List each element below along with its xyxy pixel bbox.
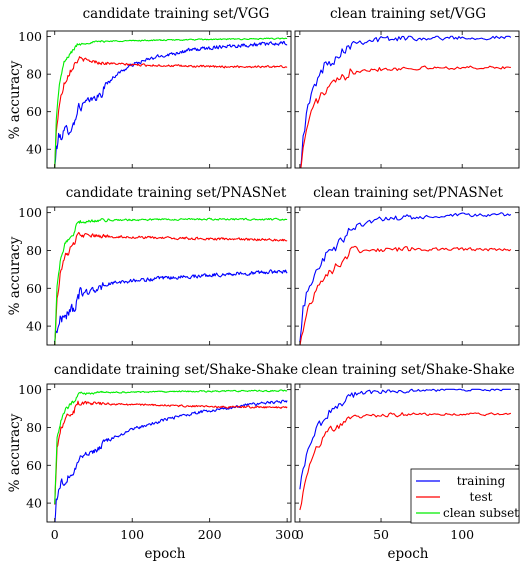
panel-title: candidate training set/VGG xyxy=(83,6,270,22)
panel-clean-shakeshake: clean training set/Shake-Shake epoch 0 50… xyxy=(294,362,520,562)
panel-candidate-pnasnet: candidate training set/PNASNet % accurac… xyxy=(7,185,292,346)
legend-label-test: test xyxy=(470,490,493,504)
x-tick-label: 100 xyxy=(450,527,474,542)
legend-label-clean-subset: clean subset xyxy=(443,506,519,520)
x-tick-label: 0 xyxy=(296,527,304,542)
series-line-training xyxy=(299,388,511,490)
plot-area xyxy=(54,389,288,522)
panel-title: candidate training set/PNASNet xyxy=(66,185,287,201)
panel-clean-vgg: clean training set/VGG xyxy=(294,6,520,169)
x-tick-label: 200 xyxy=(198,527,222,542)
x-axis-label: epoch xyxy=(144,546,185,562)
series-line-test xyxy=(300,65,511,168)
plot-area xyxy=(54,217,288,345)
legend-label-training: training xyxy=(457,474,506,488)
y-axis-label: % accuracy xyxy=(7,236,23,315)
y-tick-label: 40 xyxy=(26,142,42,157)
series-line-test xyxy=(54,400,288,505)
panel-candidate-shakeshake: candidate training set/Shake-Shake % acc… xyxy=(7,362,299,562)
plot-area xyxy=(54,37,288,168)
axes-frame xyxy=(294,206,520,346)
series-line-test xyxy=(299,412,512,511)
legend-box xyxy=(410,468,520,524)
axes-frame xyxy=(294,30,520,169)
panel-title: clean training set/Shake-Shake xyxy=(301,362,515,378)
y-tick-label: 100 xyxy=(18,205,42,220)
series-line-clean-subset xyxy=(54,37,288,168)
axes-frame xyxy=(46,30,292,169)
y-tick-label: 40 xyxy=(26,496,42,511)
plot-area xyxy=(299,212,512,345)
y-tick-label: 40 xyxy=(26,319,42,334)
y-tick-label: 80 xyxy=(26,67,42,82)
series-line-clean-subset xyxy=(54,217,288,345)
series-line-clean-subset xyxy=(54,389,288,505)
y-tick-label: 60 xyxy=(26,281,42,296)
series-line-training xyxy=(300,35,512,168)
series-line-test xyxy=(299,245,512,345)
series-line-test xyxy=(54,56,288,168)
y-tick-label: 80 xyxy=(26,243,42,258)
series-line-training xyxy=(54,399,288,522)
panel-title: candidate training set/Shake-Shake xyxy=(54,362,298,378)
panel-title: clean training set/PNASNet xyxy=(313,185,503,201)
plot-area xyxy=(300,35,512,168)
panel-candidate-vgg: candidate training set/VGG % accuracy 40… xyxy=(7,6,292,169)
y-tick-label: 100 xyxy=(18,382,42,397)
x-axis-label: epoch xyxy=(387,546,428,562)
x-tick-label: 0 xyxy=(51,527,59,542)
y-tick-label: 100 xyxy=(18,29,42,44)
plot-area xyxy=(299,388,512,511)
x-tick-label: 50 xyxy=(373,527,389,542)
series-line-training xyxy=(299,212,512,342)
y-tick-label: 60 xyxy=(26,458,42,473)
series-line-test xyxy=(54,231,288,345)
y-axis-label: % accuracy xyxy=(7,60,23,139)
y-axis-label: % accuracy xyxy=(7,413,23,492)
y-tick-label: 80 xyxy=(26,420,42,435)
series-line-training xyxy=(54,40,288,167)
legend: training test clean subset xyxy=(410,468,520,524)
series-line-training xyxy=(54,269,288,343)
axes-frame xyxy=(46,206,292,346)
y-tick-label: 60 xyxy=(26,104,42,119)
x-tick-label: 100 xyxy=(120,527,144,542)
panel-clean-pnasnet: clean training set/PNASNet xyxy=(294,185,520,346)
x-tick-label: 300 xyxy=(275,527,299,542)
axes-frame xyxy=(46,383,292,523)
panel-title: clean training set/VGG xyxy=(330,6,486,22)
axes-frame xyxy=(294,383,520,523)
